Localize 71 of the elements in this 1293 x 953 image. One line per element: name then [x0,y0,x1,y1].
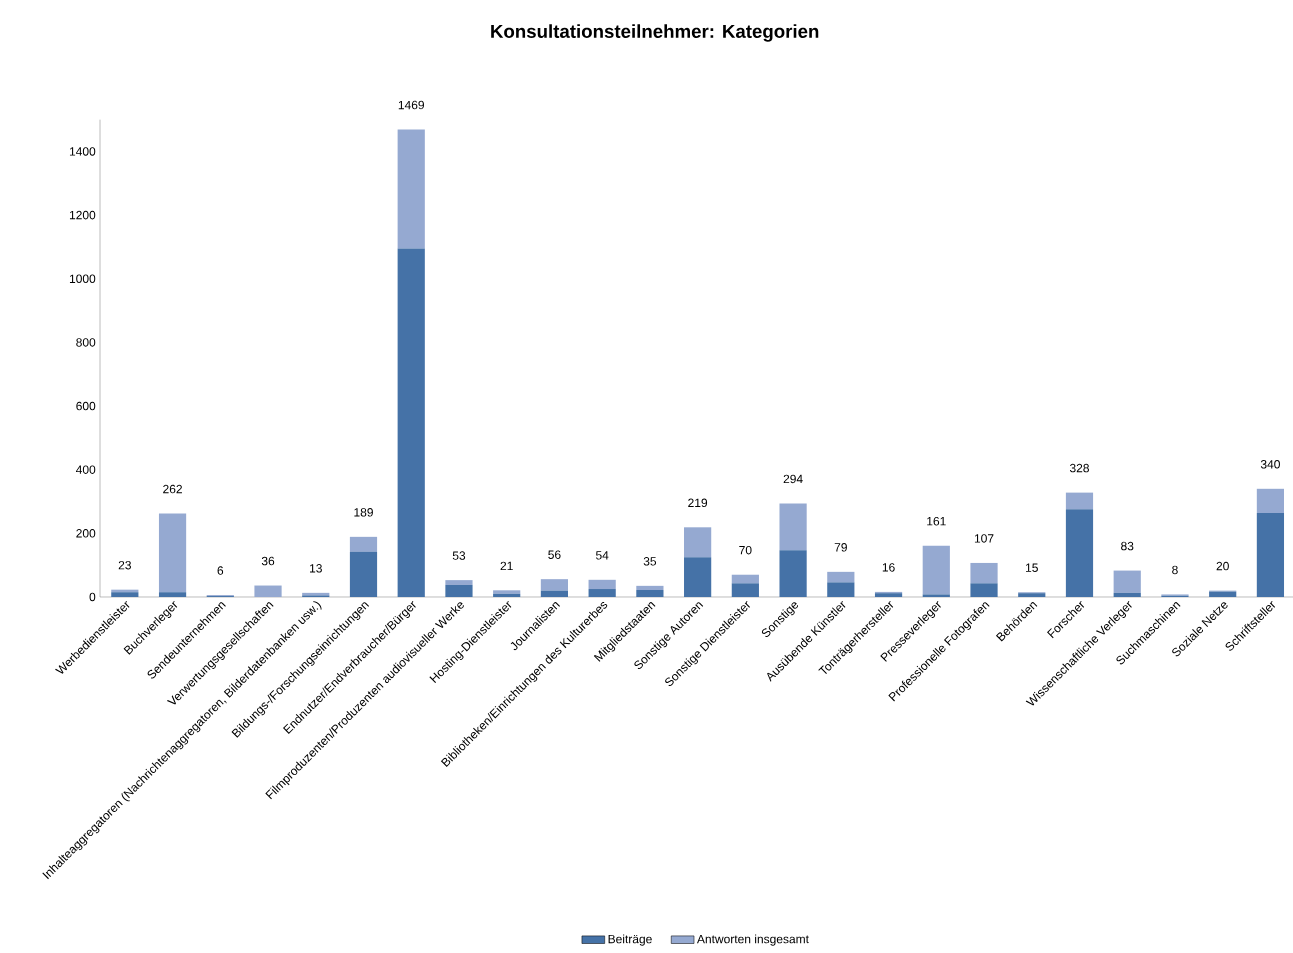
total-label: 23 [118,560,131,570]
bar [779,550,807,597]
bar [1065,492,1094,510]
total-label: 83 [1121,541,1134,551]
bar [540,590,569,597]
bar [1256,512,1285,597]
total-label: 8 [1172,565,1178,575]
total-label: 56 [548,550,561,559]
legend-label: Antworten insgesamt [696,934,809,946]
bar [111,592,139,597]
y-tick-label: 600 [76,401,96,411]
bar [540,579,569,591]
bar [1256,488,1285,513]
bar [349,536,378,552]
bar [970,562,998,584]
bar [1113,570,1141,593]
total-label: 219 [688,498,708,508]
bar [349,551,378,597]
total-label: 15 [1026,563,1038,572]
total-label: 35 [643,557,657,566]
y-tick-label: 800 [76,338,96,347]
bar [922,545,950,595]
bar [970,583,998,597]
total-label: 1469 [398,100,424,110]
bar [636,589,664,597]
chart-title: Konsultationsteilnehmer: Kategorien [491,24,819,42]
total-label: 328 [1069,463,1089,473]
bar [731,583,759,597]
bar [254,585,282,597]
y-tick-label: 1400 [69,147,96,156]
total-label: 262 [163,484,182,494]
total-label: 21 [500,561,513,571]
total-label: 70 [739,545,752,555]
y-tick-label: 1200 [69,210,96,220]
total-label: 53 [452,551,466,560]
bar [684,527,712,558]
total-label: 294 [783,474,803,484]
bar [1113,592,1141,597]
bar [588,589,616,597]
bar [445,584,473,597]
total-label: 54 [595,551,609,560]
total-label: 16 [882,563,895,572]
bar [636,585,664,590]
y-tick-label: 400 [75,465,96,474]
y-tick-label: 0 [89,592,96,602]
bar [1209,591,1237,597]
bar [397,248,425,597]
y-tick-label: 1000 [69,274,96,284]
total-label: 6 [217,566,224,575]
bar [445,580,473,585]
total-label: 340 [1260,460,1280,469]
bar [779,503,807,551]
bar [1065,509,1094,597]
total-label: 161 [927,516,946,526]
total-label: 13 [310,564,322,573]
total-label: 20 [1216,561,1229,571]
total-label: 79 [834,543,847,552]
bar [158,592,187,597]
total-label: 189 [354,508,373,517]
bar [588,579,616,590]
legend-label: Beiträge [608,934,652,946]
bar [684,557,712,597]
bar [922,594,950,597]
bar [158,513,187,593]
bar [827,571,855,583]
total-label: 107 [974,534,994,543]
bar [731,574,759,584]
total-label: 36 [261,556,275,566]
y-tick-label: 200 [76,529,96,538]
bar [827,582,855,597]
bar [397,129,425,249]
